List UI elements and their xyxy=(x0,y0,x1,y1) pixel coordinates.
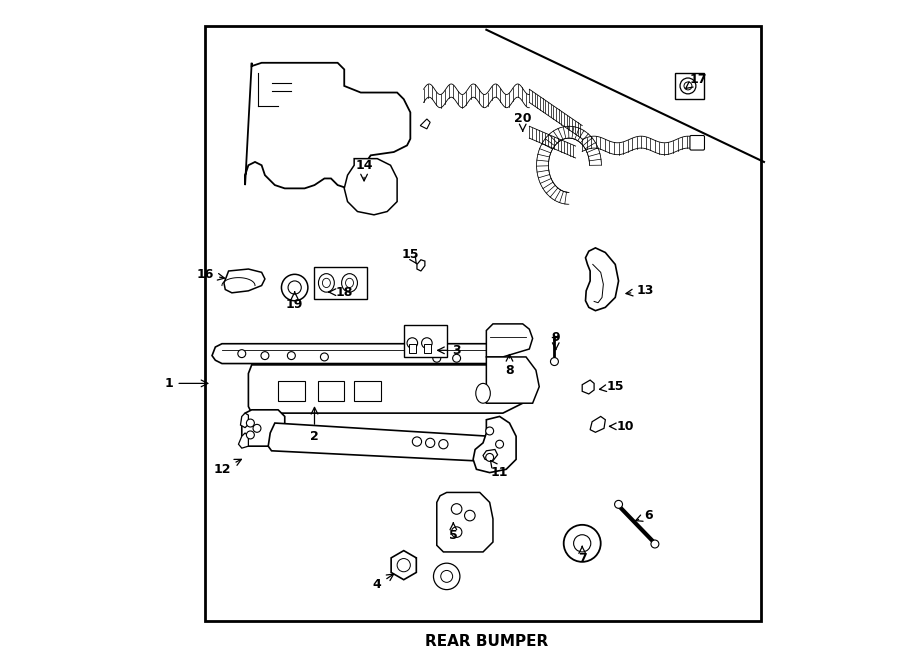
Circle shape xyxy=(439,440,448,449)
Polygon shape xyxy=(238,433,248,448)
Text: 19: 19 xyxy=(286,292,303,311)
Bar xyxy=(205,26,760,621)
Polygon shape xyxy=(212,344,503,364)
Text: 13: 13 xyxy=(626,284,653,297)
Circle shape xyxy=(573,535,590,552)
Bar xyxy=(318,132,338,153)
Polygon shape xyxy=(344,159,397,215)
Text: 15: 15 xyxy=(401,248,419,264)
Ellipse shape xyxy=(322,278,330,288)
Bar xyxy=(675,73,705,99)
Circle shape xyxy=(551,358,558,366)
Text: 2: 2 xyxy=(310,407,319,443)
Circle shape xyxy=(247,419,255,427)
Bar xyxy=(355,381,381,401)
Ellipse shape xyxy=(342,274,357,292)
Circle shape xyxy=(451,527,462,537)
Bar xyxy=(318,381,344,401)
Text: 8: 8 xyxy=(505,354,514,377)
Text: 5: 5 xyxy=(449,523,458,542)
Circle shape xyxy=(496,440,503,448)
Circle shape xyxy=(453,354,461,362)
Circle shape xyxy=(434,563,460,590)
Text: 15: 15 xyxy=(599,380,624,393)
Text: 10: 10 xyxy=(609,420,634,433)
Polygon shape xyxy=(582,380,594,394)
Circle shape xyxy=(615,500,623,508)
Polygon shape xyxy=(590,416,606,432)
Bar xyxy=(314,267,367,299)
Circle shape xyxy=(288,281,302,294)
Text: REAR BUMPER: REAR BUMPER xyxy=(425,634,548,648)
Bar xyxy=(278,381,304,401)
Circle shape xyxy=(412,437,421,446)
Polygon shape xyxy=(245,63,410,188)
Circle shape xyxy=(486,453,493,461)
Polygon shape xyxy=(436,492,493,552)
Polygon shape xyxy=(392,551,417,580)
Circle shape xyxy=(464,510,475,521)
Polygon shape xyxy=(586,248,618,311)
Circle shape xyxy=(684,82,692,90)
Circle shape xyxy=(261,352,269,360)
Circle shape xyxy=(253,424,261,432)
Text: 3: 3 xyxy=(437,344,461,357)
Bar xyxy=(404,325,446,357)
Text: 14: 14 xyxy=(356,159,373,181)
Text: 9: 9 xyxy=(552,330,560,350)
Circle shape xyxy=(563,525,600,562)
Text: 12: 12 xyxy=(213,459,241,476)
Polygon shape xyxy=(473,416,516,473)
Circle shape xyxy=(282,274,308,301)
Circle shape xyxy=(397,559,410,572)
Text: 6: 6 xyxy=(635,509,652,522)
Ellipse shape xyxy=(319,274,334,292)
Circle shape xyxy=(407,338,418,348)
Circle shape xyxy=(426,438,435,447)
Circle shape xyxy=(421,338,432,348)
Polygon shape xyxy=(417,260,425,271)
Ellipse shape xyxy=(476,383,491,403)
Polygon shape xyxy=(486,357,539,403)
Bar xyxy=(424,344,431,353)
Circle shape xyxy=(287,352,295,360)
Circle shape xyxy=(651,540,659,548)
Polygon shape xyxy=(483,449,498,461)
Polygon shape xyxy=(242,410,284,446)
Text: 7: 7 xyxy=(578,546,587,565)
Bar xyxy=(361,178,379,195)
Ellipse shape xyxy=(346,278,354,288)
FancyBboxPatch shape xyxy=(690,136,705,150)
Circle shape xyxy=(441,570,453,582)
Bar xyxy=(311,126,355,159)
Polygon shape xyxy=(268,423,493,461)
Circle shape xyxy=(433,354,441,362)
Polygon shape xyxy=(420,119,430,129)
Circle shape xyxy=(486,427,493,435)
Bar xyxy=(409,344,417,353)
Polygon shape xyxy=(486,324,533,357)
Polygon shape xyxy=(240,413,248,428)
Circle shape xyxy=(451,504,462,514)
Polygon shape xyxy=(248,365,523,413)
Text: 11: 11 xyxy=(491,461,508,479)
Text: 17: 17 xyxy=(686,73,706,89)
Circle shape xyxy=(680,78,696,94)
Text: 20: 20 xyxy=(514,112,532,132)
Circle shape xyxy=(247,431,255,439)
Text: 1: 1 xyxy=(165,377,208,390)
Circle shape xyxy=(238,350,246,358)
Text: 16: 16 xyxy=(197,268,224,281)
Circle shape xyxy=(320,353,328,361)
Text: 18: 18 xyxy=(329,286,353,299)
Polygon shape xyxy=(224,269,265,293)
Text: 4: 4 xyxy=(373,574,393,592)
